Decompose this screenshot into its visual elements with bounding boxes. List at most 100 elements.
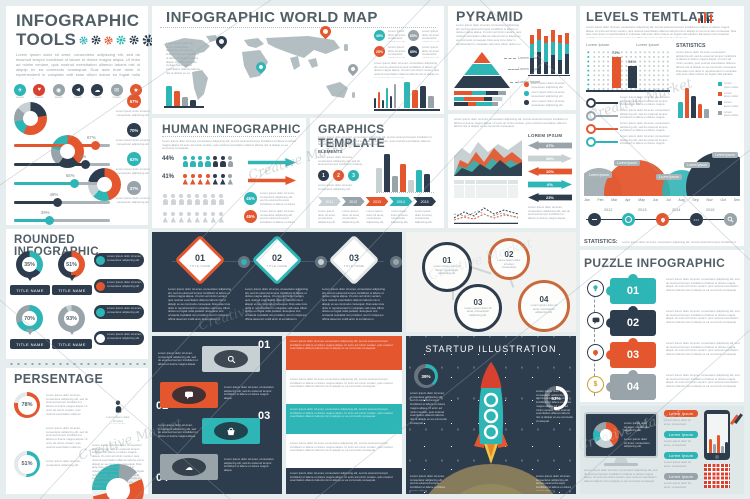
pin-icon	[587, 344, 604, 361]
chat-icon	[172, 386, 206, 404]
person-icon	[210, 212, 217, 223]
slider-handle[interactable]	[53, 198, 63, 207]
placeholder-text: Lorem ipsum dolor sit amet, consectetur …	[724, 82, 739, 89]
slider[interactable]: 65%	[14, 173, 110, 188]
placeholder-text: Lorem ipsum dolor sit amet, consectetur …	[106, 416, 130, 424]
placeholder-text: Lorem ipsum dolor sit amet, consectetur …	[530, 100, 566, 107]
placeholder-text: Lorem ipsum dolor sit amet, consectetur …	[260, 210, 296, 224]
person-icon	[178, 194, 185, 205]
placeholder-text: Lorem ipsum dolor sit amet, consectetur …	[115, 168, 151, 175]
placeholder-text: Lorem ipsum dolor sit amet, consectetur …	[664, 461, 691, 468]
stat-badge: 37%	[127, 181, 141, 195]
donut-chart	[14, 102, 47, 135]
bar	[697, 104, 702, 118]
ring-value: 51%	[21, 461, 33, 467]
section-graphics-template: GRAPHICS TEMPLATE Lorem ipsum dolor sit …	[310, 118, 444, 228]
person-icon	[220, 174, 227, 185]
step-circle: 3	[348, 170, 359, 181]
ribbon-item	[160, 382, 218, 408]
icon-caption: Lorem	[54, 96, 63, 99]
male-icon-row	[182, 156, 234, 167]
month-label: Feb	[597, 198, 604, 202]
person-icon	[219, 156, 227, 167]
bar	[724, 442, 728, 453]
pin-value: 35%	[24, 261, 35, 268]
person-icon	[182, 156, 189, 167]
statistics-label: STATISTICS	[676, 43, 706, 49]
section-startup: STARTUP ILLUSTRATION 39% Lorem ipsum dol…	[406, 336, 576, 494]
world-map-graphic	[164, 35, 355, 100]
bubble-area-chart: Lorem Ipsum Lorem Ipsum Lorem Ipsum Lore…	[584, 148, 740, 196]
pin-chart: 51%	[58, 251, 85, 281]
legend-square	[718, 101, 722, 105]
legend-dot	[524, 100, 529, 105]
placeholder-text: Lorem ipsum dolor sit amet, consectetur …	[454, 118, 568, 129]
circle-icon	[622, 213, 635, 226]
progress-ring: 51%	[14, 451, 40, 477]
slider[interactable]: 39%	[14, 210, 110, 225]
placeholder-text: Lorem ipsum dolor sit amet, consectetur …	[115, 139, 151, 146]
monitor-base	[604, 463, 638, 466]
month-label: Sep	[692, 198, 699, 202]
placeholder-text: Lorem ipsum dolor sit amet, consectetur …	[162, 140, 296, 151]
pyramid-tier	[454, 52, 510, 64]
female-percent: 41%	[162, 174, 175, 180]
placeholder-text: Lorem ipsum dolor sit amet, consectetur …	[584, 469, 658, 484]
person-icon	[162, 194, 169, 205]
placeholder-text: Lorem ipsum dolor sit amet, consectetur …	[366, 210, 386, 225]
legend-square	[718, 82, 722, 86]
placeholder-text: Lorem ipsum dolor sit amet, consectetur …	[624, 438, 650, 449]
bubble	[686, 152, 740, 196]
placeholder-text: Lorem ipsum dolor sit amet, consectetur …	[666, 374, 740, 389]
slider-value: 65%	[65, 173, 75, 178]
puzzle-number: 01	[626, 285, 640, 297]
step-circle: 2	[333, 170, 344, 181]
bar	[374, 98, 376, 108]
legend-square	[718, 110, 722, 115]
bar	[684, 88, 689, 118]
pin-chart: 70%	[16, 305, 43, 335]
slider-handle[interactable]	[44, 216, 54, 225]
placeholder-text: Lorem ipsum dolor sit amet, consectetur …	[115, 197, 151, 204]
home-button[interactable]	[715, 454, 719, 459]
male-percent: 44%	[162, 156, 175, 162]
arrow-value: 10%	[545, 169, 554, 174]
graphics-title: GRAPHICS TEMPLATE	[318, 122, 385, 150]
placeholder-text: Lorem ipsum dolor sit amet, consectetur …	[290, 340, 393, 351]
slider[interactable]: 78%	[14, 154, 110, 169]
placeholder-text: Lorem ipsum dolor sit amet, consectetur …	[318, 210, 338, 225]
planet-inner	[436, 484, 546, 494]
placeholder-text: Lorem ipsum dolor sit amet, consectetur …	[536, 390, 573, 423]
slider-handle[interactable]	[90, 141, 100, 150]
placeholder-text: Lorem ipsum dolor sit amet, consectetur …	[666, 278, 740, 293]
person-icon	[170, 194, 177, 205]
bar	[166, 86, 172, 106]
diamond-step: 03 TITLE NAME	[328, 234, 380, 286]
progress-ring: 39%	[414, 364, 438, 388]
puzzle-piece: 03	[605, 337, 656, 368]
slider[interactable]: 48%	[14, 192, 110, 207]
dots-icon: •••	[690, 213, 703, 226]
person-icon	[178, 212, 185, 223]
placeholder-text: Lorem ipsum dolor sit amet, consectetur …	[290, 442, 393, 453]
bar	[612, 57, 621, 88]
slider-value: 87%	[86, 135, 96, 140]
slider-handle[interactable]	[69, 179, 79, 188]
placeholder-text: Lorem ipsum dolor sit amet, consectetur …	[158, 352, 198, 367]
puzzle-title: PUZZLE INFOGRAPHIC	[584, 256, 726, 270]
person-icon	[170, 212, 177, 223]
pin-chart: 35%	[16, 251, 43, 281]
phone-screen	[706, 414, 728, 453]
icon-caption: Lorem	[112, 96, 121, 99]
slider-handle[interactable]	[81, 160, 91, 169]
placeholder-text: Lorem ipsum dolor sit amet, consectetur …	[342, 210, 362, 225]
pin-value: 51%	[66, 261, 77, 268]
title-name-label: TITLE NAME	[52, 339, 92, 349]
dot-matrix-chart: 73% 54%	[592, 50, 670, 90]
placeholder-text: Lorem ipsum dolor sit amet, consectetur …	[158, 424, 198, 439]
bulb-icon	[587, 280, 604, 297]
person-icon	[212, 174, 219, 185]
placeholder-text: Lorem ipsum dolor sit amet, consectetur …	[422, 30, 440, 42]
ring-value: 53%	[551, 395, 561, 401]
